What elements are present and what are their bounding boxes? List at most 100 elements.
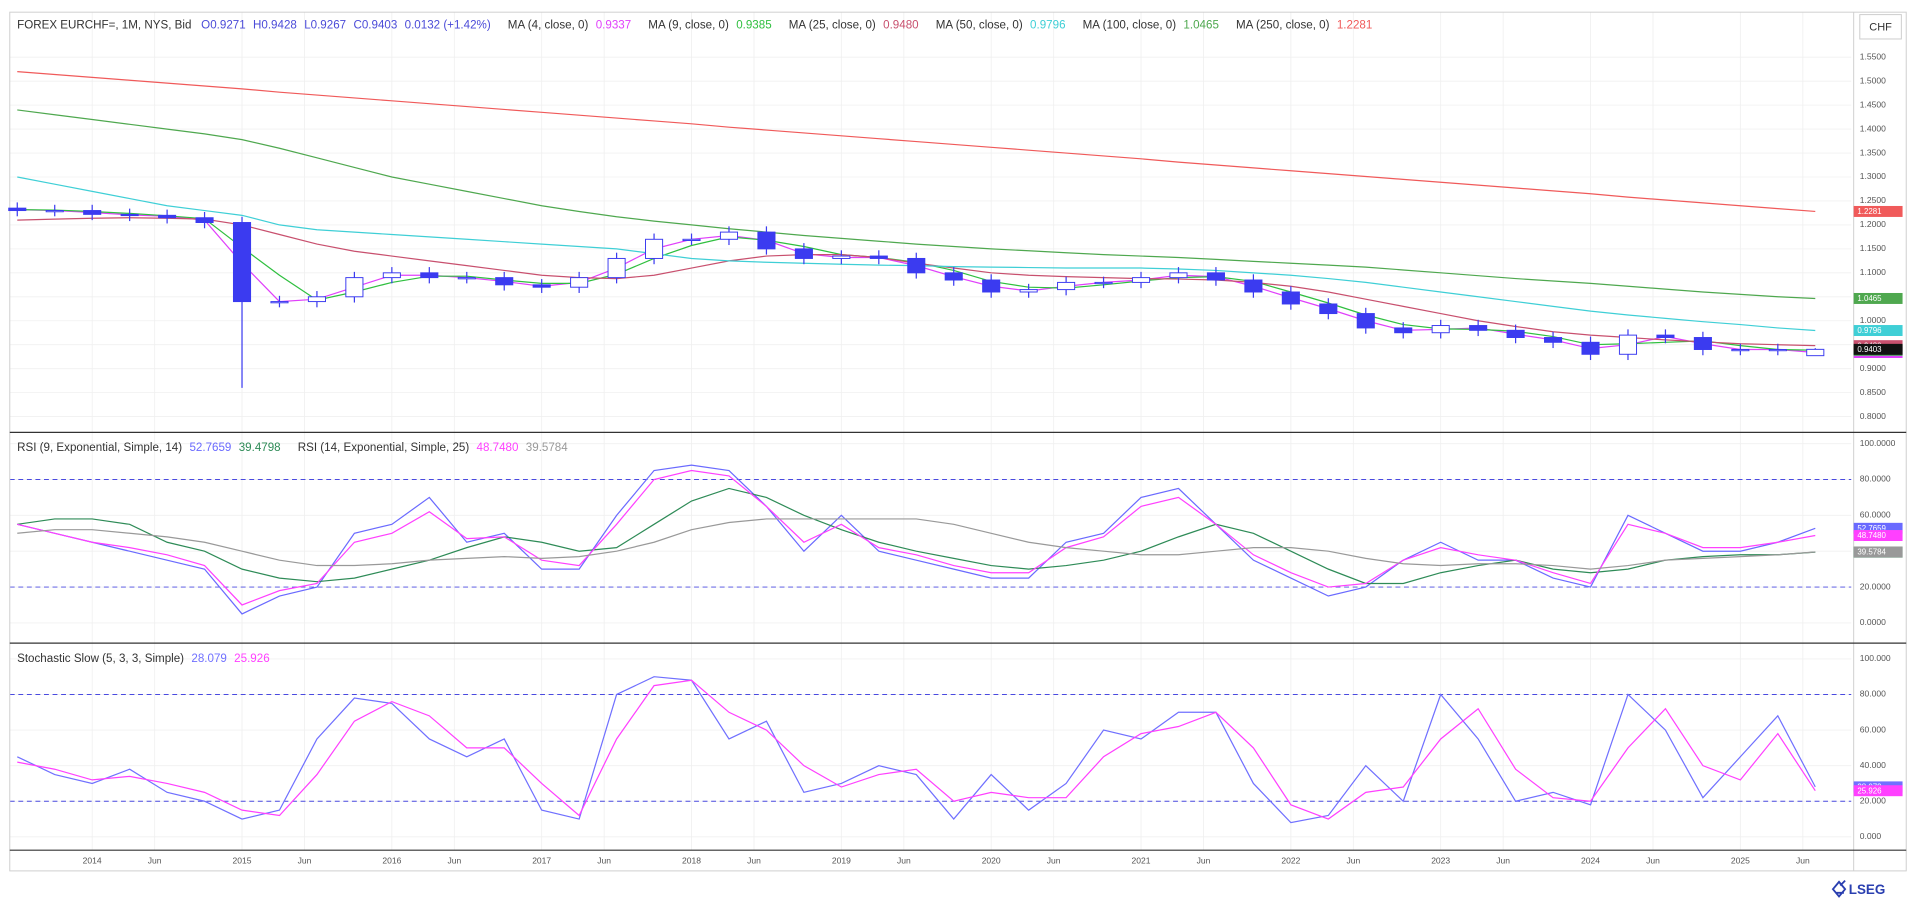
candle-body bbox=[232, 222, 252, 303]
candle-body bbox=[982, 279, 1001, 293]
y-tick-label: 80.0000 bbox=[1860, 474, 1891, 484]
header-item: RSI (9, Exponential, Simple, 14) bbox=[17, 442, 182, 454]
header-item: MA (100, close, 0) bbox=[1083, 20, 1177, 32]
candle-body bbox=[307, 296, 326, 303]
series-line bbox=[17, 676, 1816, 824]
price-tag-label: 0.9796 bbox=[1857, 326, 1882, 335]
header-item: 0.9796 bbox=[1030, 20, 1065, 32]
x-tick-label: Jun bbox=[1047, 855, 1061, 865]
x-tick-label: Jun bbox=[298, 855, 312, 865]
price-tag-label: 25.926 bbox=[1857, 786, 1882, 795]
y-tick-label: 60.0000 bbox=[1860, 510, 1891, 520]
logo: LSEG bbox=[1831, 879, 1885, 898]
x-tick-label: 2022 bbox=[1281, 855, 1300, 865]
header-item: C0.9403 bbox=[353, 20, 397, 32]
x-tick-label: 2019 bbox=[832, 855, 851, 865]
x-tick-label: Jun bbox=[447, 855, 461, 865]
y-tick-label: 60.000 bbox=[1860, 724, 1886, 734]
candle-body bbox=[8, 207, 27, 212]
candle-body bbox=[869, 255, 888, 259]
candle-body bbox=[1244, 279, 1263, 293]
candle-body bbox=[1581, 341, 1600, 355]
candle-body bbox=[607, 257, 626, 279]
candle-body bbox=[1169, 272, 1188, 279]
candle-body bbox=[1544, 337, 1563, 343]
x-tick-label: Jun bbox=[1796, 855, 1810, 865]
header-item: RSI (14, Exponential, Simple, 25) bbox=[298, 442, 470, 454]
candle-body bbox=[1768, 349, 1787, 352]
candle-body bbox=[570, 277, 589, 288]
header-item: 52.7659 bbox=[189, 442, 231, 454]
y-tick-label: 40.000 bbox=[1860, 760, 1886, 770]
candle-body bbox=[1693, 337, 1712, 350]
y-tick-label: 0.0000 bbox=[1860, 617, 1886, 627]
y-tick-label: 1.1000 bbox=[1860, 267, 1886, 277]
y-tick-label: 0.000 bbox=[1860, 831, 1882, 841]
price-tag bbox=[1853, 343, 1903, 355]
header-item: 0.9480 bbox=[883, 20, 918, 32]
candle-body bbox=[532, 284, 551, 288]
candle-body bbox=[794, 248, 813, 259]
x-tick-label: 2023 bbox=[1431, 855, 1450, 865]
grid bbox=[9, 12, 1852, 851]
candle-body bbox=[1356, 313, 1375, 329]
header: RSI (9, Exponential, Simple, 14) 52.7659 3… bbox=[17, 442, 568, 454]
candle-body bbox=[1019, 289, 1038, 293]
candle-body bbox=[1206, 272, 1225, 281]
logo-icon bbox=[1831, 879, 1847, 898]
candle-body bbox=[158, 214, 177, 219]
y-tick-label: 1.5500 bbox=[1860, 51, 1886, 61]
y-tick-label: 1.2000 bbox=[1860, 219, 1886, 229]
y-tick-label: 0.8000 bbox=[1860, 411, 1886, 421]
x-tick-label: 2016 bbox=[382, 855, 401, 865]
candle-body bbox=[195, 217, 214, 224]
price-tag-label: 52.7659 bbox=[1857, 524, 1886, 533]
candle-body bbox=[1506, 329, 1525, 339]
x-tick-label: 2020 bbox=[982, 855, 1001, 865]
price-tag-label: 0.9403 bbox=[1857, 345, 1882, 354]
x-tick-label: Jun bbox=[747, 855, 761, 865]
header-item: 39.5784 bbox=[526, 442, 568, 454]
candle-body bbox=[345, 277, 364, 298]
candle-body bbox=[1394, 327, 1413, 334]
x-tick-label: 2015 bbox=[233, 855, 252, 865]
frame bbox=[9, 11, 1907, 872]
candle-body bbox=[907, 257, 926, 274]
header-item: O0.9271 bbox=[201, 20, 245, 32]
candle-body bbox=[1431, 325, 1450, 334]
price-tag bbox=[1853, 292, 1903, 304]
candle-body bbox=[1319, 303, 1338, 315]
y-tick-label: 0.9000 bbox=[1860, 363, 1886, 373]
header-item: MA (50, close, 0) bbox=[936, 20, 1023, 32]
y-tick-label: 1.4000 bbox=[1860, 123, 1886, 133]
header-item: L0.9267 bbox=[304, 20, 346, 32]
series-line bbox=[17, 679, 1816, 820]
x-tick-label: Jun bbox=[1346, 855, 1360, 865]
header: FOREX EURCHF=, 1M, NYS, Bid O0.9271 H0.942… bbox=[17, 20, 1372, 32]
header-item: MA (4, close, 0) bbox=[508, 20, 589, 32]
candle-body bbox=[1131, 277, 1151, 283]
y-tick-label: 1.2500 bbox=[1860, 195, 1886, 205]
y-tick-label: 80.000 bbox=[1860, 689, 1886, 699]
candle-body bbox=[1618, 334, 1638, 355]
candle-body bbox=[457, 277, 476, 280]
price-tag-label: 1.2281 bbox=[1857, 207, 1882, 216]
series-line bbox=[17, 487, 1816, 585]
header-item: MA (9, close, 0) bbox=[648, 20, 729, 32]
x-tick-label: 2021 bbox=[1132, 855, 1151, 865]
series-line bbox=[17, 217, 1816, 347]
header-item: 48.7480 bbox=[477, 442, 519, 454]
candle-body bbox=[1656, 334, 1675, 339]
header-item: 0.0132 (+1.42%) bbox=[405, 20, 491, 32]
candle-body bbox=[1469, 325, 1488, 331]
candle-body bbox=[1806, 348, 1825, 357]
x-tick-label: Jun bbox=[148, 855, 162, 865]
tags: 0.93370.93850.94800.97961.04651.22810.94… bbox=[1853, 205, 1903, 797]
currency-box bbox=[1859, 14, 1902, 40]
header-item: 28.079 bbox=[191, 653, 226, 665]
y-tick-label: 20.000 bbox=[1860, 796, 1886, 806]
candle-body bbox=[420, 272, 439, 279]
series-line bbox=[17, 518, 1816, 570]
series-line bbox=[17, 70, 1816, 213]
candle-body bbox=[270, 301, 289, 304]
